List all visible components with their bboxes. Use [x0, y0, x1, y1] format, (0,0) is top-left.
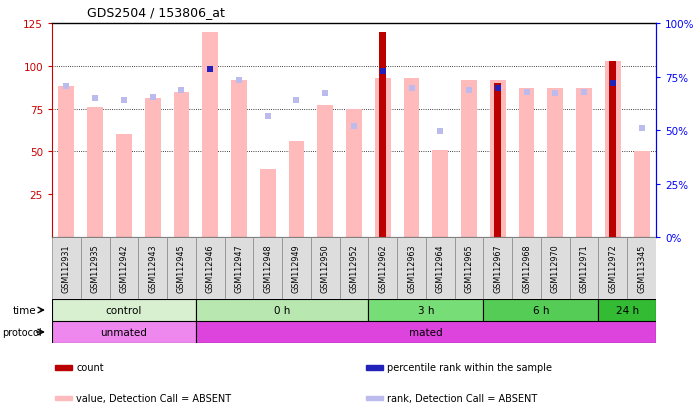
Text: value, Detection Call = ABSENT: value, Detection Call = ABSENT [76, 393, 231, 403]
Bar [55, 396, 72, 400]
Text: count: count [76, 363, 104, 373]
Text: control: control [105, 305, 142, 315]
Bar [484, 299, 598, 321]
Bar [512, 237, 541, 299]
Text: GSM112946: GSM112946 [206, 244, 215, 292]
Bar [288, 142, 304, 237]
Bar [570, 237, 598, 299]
Text: GSM112943: GSM112943 [148, 244, 157, 292]
Bar [547, 89, 563, 237]
Text: time: time [13, 305, 36, 315]
Bar [202, 33, 218, 237]
Bar [174, 93, 189, 237]
Bar [52, 299, 196, 321]
Text: GSM112965: GSM112965 [465, 244, 473, 292]
Bar [167, 237, 196, 299]
Bar [375, 79, 391, 237]
Text: GSM112931: GSM112931 [62, 244, 71, 292]
Text: 6 h: 6 h [533, 305, 549, 315]
Bar [253, 237, 282, 299]
Bar [379, 33, 387, 237]
Bar [196, 321, 656, 343]
Text: 0 h: 0 h [274, 305, 290, 315]
Text: GSM112962: GSM112962 [378, 244, 387, 292]
Text: GSM112950: GSM112950 [321, 244, 329, 292]
Bar [110, 237, 138, 299]
Text: GSM113345: GSM113345 [637, 244, 646, 292]
Bar [403, 79, 419, 237]
Text: protocol: protocol [3, 327, 42, 337]
Text: GSM112942: GSM112942 [119, 244, 128, 292]
Text: 24 h: 24 h [616, 305, 639, 315]
Bar [598, 299, 656, 321]
Bar [346, 109, 362, 237]
Bar [576, 89, 592, 237]
Bar [494, 84, 501, 237]
Bar [366, 366, 383, 370]
Bar [366, 396, 383, 400]
Bar [196, 299, 369, 321]
Text: rank, Detection Call = ABSENT: rank, Detection Call = ABSENT [387, 393, 537, 403]
Bar [311, 237, 340, 299]
Bar [484, 237, 512, 299]
Bar [260, 169, 276, 237]
Bar [541, 237, 570, 299]
Bar [397, 237, 426, 299]
Bar [196, 237, 225, 299]
Bar [138, 237, 167, 299]
Bar [55, 366, 72, 370]
Text: GSM112967: GSM112967 [493, 244, 503, 292]
Bar [519, 89, 535, 237]
Bar [81, 237, 110, 299]
Bar [605, 62, 621, 237]
Bar [52, 237, 81, 299]
Bar [59, 87, 74, 237]
Bar [598, 237, 628, 299]
Text: GSM112947: GSM112947 [235, 244, 244, 292]
Text: GSM112949: GSM112949 [292, 244, 301, 292]
Bar [490, 81, 506, 237]
Text: GSM112948: GSM112948 [263, 244, 272, 292]
Text: GSM112968: GSM112968 [522, 244, 531, 292]
Bar [634, 152, 650, 237]
Text: GDS2504 / 153806_at: GDS2504 / 153806_at [87, 5, 225, 19]
Text: GSM112972: GSM112972 [609, 244, 617, 293]
Text: GSM112971: GSM112971 [579, 244, 588, 292]
Bar [609, 62, 616, 237]
Text: GSM112964: GSM112964 [436, 244, 445, 292]
Text: unmated: unmated [101, 327, 147, 337]
Bar [628, 237, 656, 299]
Text: GSM112952: GSM112952 [350, 244, 359, 293]
Text: GSM112970: GSM112970 [551, 244, 560, 292]
Bar [225, 237, 253, 299]
Text: 3 h: 3 h [417, 305, 434, 315]
Bar [454, 237, 484, 299]
Bar [52, 321, 196, 343]
Bar [369, 237, 397, 299]
Bar [87, 108, 103, 237]
Bar [369, 299, 484, 321]
Bar [116, 135, 132, 237]
Text: GSM112935: GSM112935 [91, 244, 100, 292]
Text: GSM112945: GSM112945 [177, 244, 186, 292]
Text: GSM112963: GSM112963 [407, 244, 416, 292]
Text: percentile rank within the sample: percentile rank within the sample [387, 363, 552, 373]
Bar [340, 237, 369, 299]
Bar [432, 150, 448, 237]
Bar [461, 81, 477, 237]
Text: mated: mated [409, 327, 443, 337]
Bar [282, 237, 311, 299]
Bar [144, 99, 161, 237]
Bar [318, 106, 333, 237]
Bar [231, 81, 247, 237]
Bar [426, 237, 454, 299]
